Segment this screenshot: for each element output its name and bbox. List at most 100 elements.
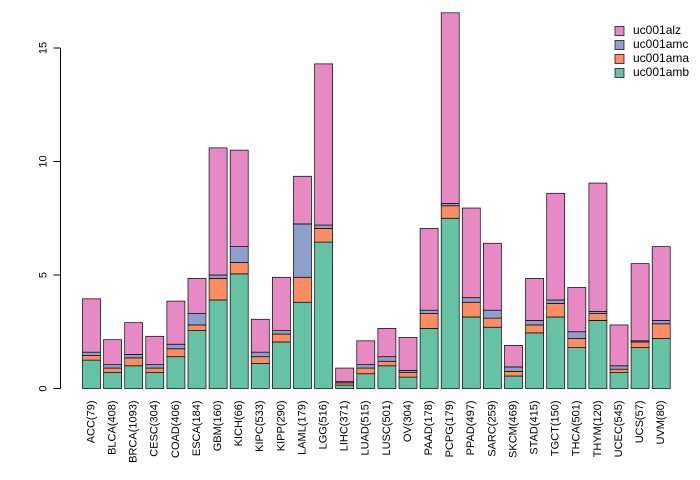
bar-segment-uc001ama xyxy=(377,360,397,367)
bar-segment-uc001amc xyxy=(250,351,270,358)
bar-segment-uc001amb xyxy=(187,330,207,389)
bar-group-lusc xyxy=(377,327,397,389)
x-tick-label: PAAD(178) xyxy=(423,401,435,456)
bar-segment-uc001amc xyxy=(124,354,144,359)
x-tick-label: LGG(516) xyxy=(318,401,330,450)
x-tick-label: CESC(304) xyxy=(149,401,161,457)
bar-segment-uc001alz xyxy=(567,287,587,333)
bar-segment-uc001alz xyxy=(103,339,122,366)
legend-label: uc001ama xyxy=(633,51,689,65)
legend-item-uc001alz: uc001alz xyxy=(614,23,681,37)
bar-segment-uc001ama xyxy=(356,367,376,375)
bar-segment-uc001amc xyxy=(483,309,502,319)
x-tick-label: LUSC(501) xyxy=(381,401,393,456)
bar-segment-uc001ama xyxy=(609,368,629,373)
bar-segment-uc001ama xyxy=(504,371,523,377)
bar-segment-uc001amc xyxy=(82,351,101,356)
legend-swatch xyxy=(614,40,625,50)
bar-segment-uc001amb xyxy=(82,359,101,389)
bar-segment-uc001amb xyxy=(272,341,291,389)
x-tick-label: UCEC(545) xyxy=(613,401,625,458)
bars xyxy=(82,12,671,389)
bar-group-luad xyxy=(356,340,376,389)
x-tick-label: KIPP(290) xyxy=(275,401,287,452)
bar-segment-uc001alz xyxy=(293,175,312,225)
bar-segment-uc001amc xyxy=(651,320,671,325)
x-tick-label: GBM(160) xyxy=(212,401,224,452)
bar-group-uvm xyxy=(651,246,671,389)
bar-segment-uc001ama xyxy=(588,313,608,321)
legend-label: uc001alz xyxy=(633,23,681,37)
bar-segment-uc001amb xyxy=(419,327,439,389)
bar-segment-uc001ama xyxy=(461,301,481,318)
bar-segment-uc001amb xyxy=(440,217,460,389)
bar-group-kipc xyxy=(250,318,270,389)
bar-segment-uc001amc xyxy=(166,343,186,350)
bar-segment-uc001alz xyxy=(208,147,228,276)
x-tick-label: PCPG(179) xyxy=(444,401,456,458)
bar-segment-uc001amc xyxy=(145,364,165,369)
bar-segment-uc001ama xyxy=(187,324,207,331)
bar-segment-uc001ama xyxy=(398,372,418,378)
bar-segment-uc001amc xyxy=(229,246,249,263)
bar-segment-uc001amb xyxy=(293,301,312,389)
bar-segment-uc001alz xyxy=(82,298,101,353)
bar-segment-uc001amb xyxy=(335,384,355,389)
bar-segment-uc001amb xyxy=(461,316,481,389)
bar-segment-uc001ama xyxy=(314,228,333,243)
bar-group-blca xyxy=(103,339,122,389)
bar-segment-uc001ama xyxy=(567,338,587,348)
bar-segment-uc001amb xyxy=(166,356,186,389)
bar-segment-uc001amc xyxy=(525,320,544,326)
bar-group-ov xyxy=(398,337,418,389)
bar-segment-uc001alz xyxy=(461,207,481,299)
legend-item-uc001ama: uc001ama xyxy=(614,51,689,65)
bar-segment-uc001amb xyxy=(567,347,587,389)
bar-segment-uc001amc xyxy=(187,313,207,326)
legend-label: uc001amb xyxy=(633,65,689,79)
bar-group-ppad xyxy=(461,207,481,389)
bar-segment-uc001ama xyxy=(82,355,101,361)
bar-segment-uc001alz xyxy=(440,12,460,204)
bar-group-pcpg xyxy=(440,12,460,389)
bar-segment-uc001amc xyxy=(504,366,523,372)
x-tick-label: LIHC(371) xyxy=(339,401,351,452)
bar-segment-uc001amb xyxy=(377,365,397,389)
y-tick-label: 15 xyxy=(37,42,49,54)
bar-segment-uc001amb xyxy=(250,363,270,389)
x-tick-label: LUAD(515) xyxy=(360,401,372,456)
bar-segment-uc001ama xyxy=(166,348,186,358)
bar-group-thym xyxy=(588,182,608,389)
x-tick-label: THCA(501) xyxy=(571,401,583,457)
bar-segment-uc001amc xyxy=(356,364,376,369)
bar-segment-uc001ama xyxy=(208,278,228,301)
x-tick-label: KICH(66) xyxy=(233,401,245,447)
bar-group-ucec xyxy=(609,324,629,389)
x-tick-label: OV(304) xyxy=(402,401,414,443)
bar-segment-uc001amb xyxy=(124,365,144,389)
bar-group-cesc xyxy=(145,335,165,389)
bar-segment-uc001amb xyxy=(609,372,629,389)
bar-segment-uc001alz xyxy=(630,263,650,342)
bar-segment-uc001amc xyxy=(546,299,566,304)
bar-segment-uc001amb xyxy=(483,326,502,389)
y-tick-label: 0 xyxy=(37,385,49,391)
x-tick-label: STAD(415) xyxy=(529,401,541,455)
legend-item-uc001amc: uc001amc xyxy=(614,37,688,51)
bar-group-kipp xyxy=(272,276,291,389)
bar-group-kich xyxy=(229,149,249,389)
bar-segment-uc001ama xyxy=(525,324,544,334)
bar-segment-uc001alz xyxy=(377,327,397,358)
bar-segment-uc001alz xyxy=(483,242,502,311)
bar-segment-uc001amc xyxy=(419,309,439,314)
legend-swatch xyxy=(614,26,625,36)
x-axis-labels: ACC(79) BLCA(408) BRCA(1093) CESC(304) COAD(… xyxy=(85,401,667,463)
bar-segment-uc001ama xyxy=(651,323,671,339)
bar-group-thca xyxy=(567,287,587,389)
x-tick-label: THYM(120) xyxy=(592,401,604,458)
bar-segment-uc001alz xyxy=(546,192,566,301)
x-tick-label: BLCA(408) xyxy=(107,401,119,455)
x-tick-label: SARC(259) xyxy=(486,401,498,457)
